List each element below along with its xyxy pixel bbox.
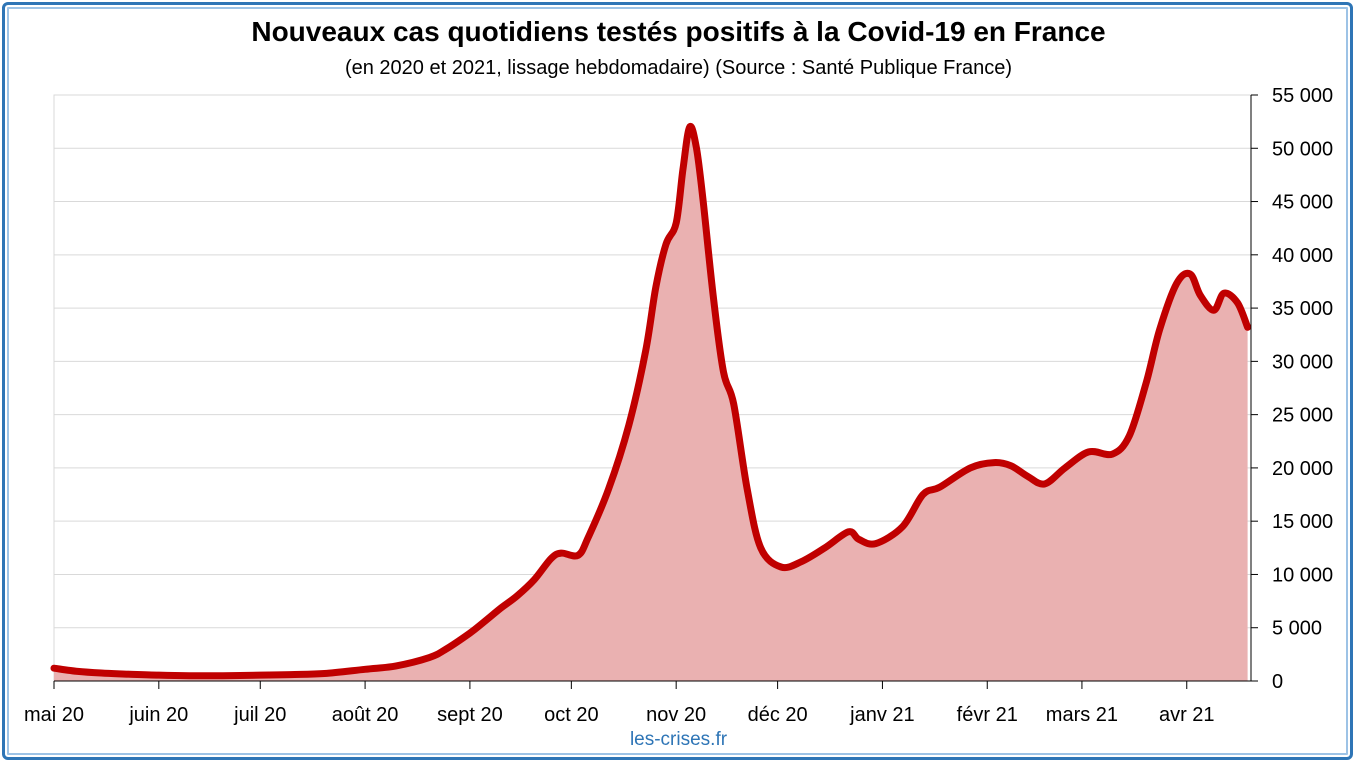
y-tick-label: 5 000 (1272, 618, 1322, 640)
y-tick-label: 35 000 (1272, 298, 1333, 320)
x-tick-label: juil 20 (233, 704, 286, 726)
chart-subtitle: (en 2020 et 2021, lissage hebdomadaire) … (344, 57, 1013, 79)
x-tick-label: mai 20 (24, 704, 84, 726)
axes (54, 95, 1252, 682)
y-tick-label: 20 000 (1272, 458, 1333, 480)
y-tick-label: 55 000 (1272, 85, 1333, 107)
x-tick-label: déc 20 (748, 704, 808, 726)
x-tick-label: févr 21 (957, 704, 1018, 726)
x-tick-label: sept 20 (437, 704, 503, 726)
x-tick-label: avr 21 (1159, 704, 1215, 726)
y-tick-label: 25 000 (1272, 405, 1333, 427)
y-tick-label: 40 000 (1272, 245, 1333, 267)
x-tick-label: nov 20 (646, 704, 706, 726)
series-area (54, 126, 1248, 681)
x-tick-label: mars 21 (1046, 704, 1118, 726)
y-tick-label: 45 000 (1272, 192, 1333, 214)
x-tick-label: août 20 (332, 704, 399, 726)
y-tick-label: 30 000 (1272, 351, 1333, 373)
y-tick-labels: 0 5 000 10 000 15 000 20 000 25 000 30 000 35 0… (1251, 85, 1333, 693)
chart-title: Nouveaux cas quotidiens testés positifs … (251, 16, 1106, 47)
y-tick-label: 0 (1272, 671, 1283, 693)
x-tick-label: janv 21 (849, 704, 915, 726)
series-area-fill (54, 126, 1248, 681)
y-tick-label: 10 000 (1272, 564, 1333, 586)
series-line (50, 122, 1252, 680)
y-tick-label: 50 000 (1272, 138, 1333, 160)
y-tick-label: 15 000 (1272, 511, 1333, 533)
series-line-group (50, 122, 1252, 680)
x-tick-labels: mai 20 juin 20 juil 20 août 20 sept 20 oct 20… (24, 681, 1215, 726)
x-tick-label: juin 20 (128, 704, 188, 726)
source-label: les-crises.fr (629, 729, 728, 750)
x-tick-label: oct 20 (544, 704, 598, 726)
